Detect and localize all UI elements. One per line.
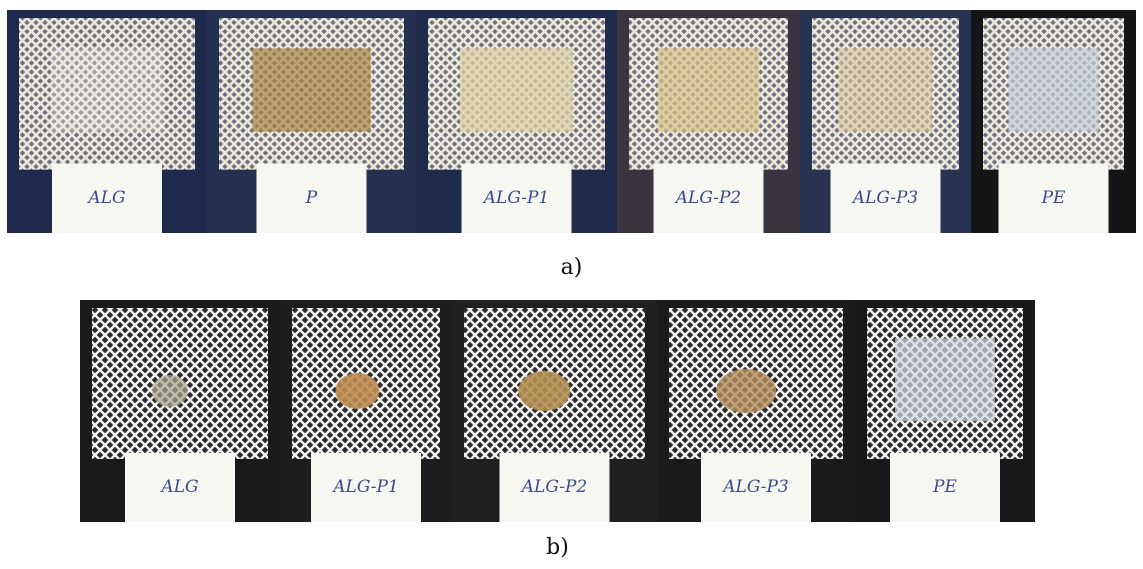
sample-label: ALG-P1 (331, 477, 398, 497)
film (658, 48, 760, 131)
sample-label: ALG-P3 (851, 188, 918, 208)
film (1008, 48, 1098, 131)
figure: ALG P ALG-P1 ALG-P2 ALG-P3 PE a) ALG ALG-P1 ALG-P… (0, 0, 1143, 569)
film (895, 338, 995, 421)
residue (152, 375, 188, 407)
sample-label: ALG-P1 (482, 188, 549, 208)
film (460, 48, 573, 131)
residue (716, 369, 776, 413)
film (838, 48, 932, 131)
panel-caption: a) (561, 255, 583, 280)
residue (335, 373, 379, 409)
sample-label: ALG-P3 (721, 477, 788, 497)
film (51, 48, 164, 131)
film (252, 48, 370, 131)
sample-label: ALG-P2 (674, 188, 741, 208)
sample-label: PE (932, 477, 957, 497)
panel-caption: b) (546, 535, 569, 560)
sample-label: ALG-P2 (520, 477, 587, 497)
sample-label: ALG (159, 477, 198, 497)
residue (518, 371, 570, 411)
sample-label: PE (1041, 188, 1066, 208)
sample-label: ALG (86, 188, 125, 208)
sample-label: P (305, 188, 318, 208)
